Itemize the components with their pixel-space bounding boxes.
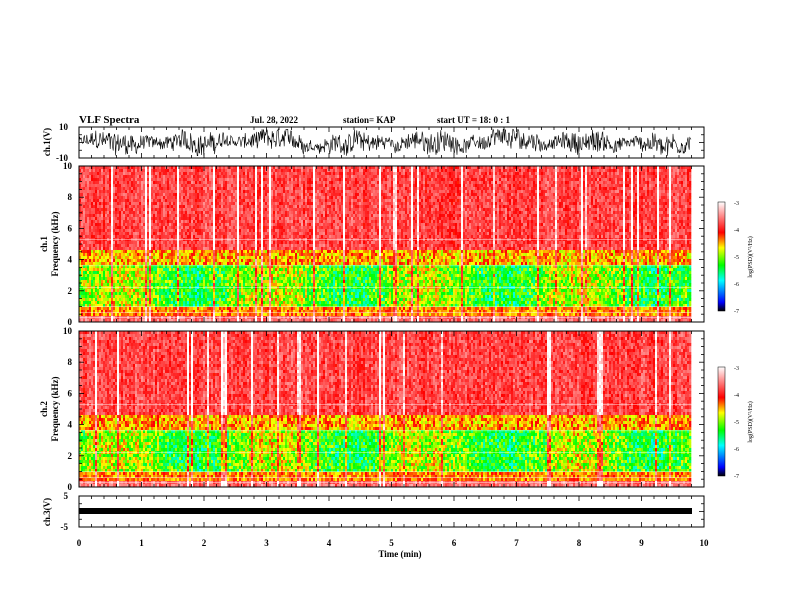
ch1-spectrogram-ylabel: Frequency (kHz) [50, 211, 60, 276]
ch2-cb-tick-0: -3 [734, 366, 739, 372]
time-tick-label: 8 [577, 538, 582, 548]
ch1-waveform-trace [79, 129, 691, 155]
ch1-cb-tick-1: -4 [734, 228, 739, 234]
vlf-spectra-figure: VLF Spectra Jul. 28, 2022 station= KAP s… [0, 0, 792, 612]
spectrogram-ytick-label: 2 [68, 286, 73, 296]
spectrogram-ytick-label: 6 [68, 388, 73, 398]
time-tick-label: 5 [389, 538, 394, 548]
time-tick-label: 0 [77, 538, 82, 548]
ch1-colorbar-gradient [718, 202, 725, 311]
time-tick-label: 3 [264, 538, 269, 548]
spectrogram-ytick-label: 10 [63, 326, 73, 336]
time-axis-tick-labels: 0 1 2 3 4 5 6 7 8 9 10 [77, 538, 709, 548]
spectrogram-ytick-label: 8 [68, 357, 73, 367]
ch1-colorbar: -3 -4 -5 -6 -7 log(PSD)(V²/Hz) [718, 201, 754, 315]
ch1-ytick-top: 10 [59, 122, 69, 132]
ch2-cb-tick-3: -6 [734, 447, 739, 453]
ch1-cb-tick-0: -3 [734, 201, 739, 207]
ch2-cb-tick-4: -7 [734, 474, 739, 480]
ch1-spectrogram-image [79, 166, 692, 322]
ch1-spectrogram-panel: ch.1 Frequency (kHz) [39, 166, 704, 322]
ch2-colorbar-gradient [718, 367, 725, 476]
time-tick-label: 1 [139, 538, 144, 548]
ch2-cb-tick-2: -5 [734, 420, 739, 426]
ch3-waveform-ylabel: ch.3(V) [42, 498, 52, 526]
station-label: station= KAP [343, 115, 396, 125]
spectrogram-ytick-label: 6 [68, 223, 73, 233]
spectrogram-ytick-label: 4 [68, 420, 73, 430]
ch2-spectrogram-ylabel-channel: ch.2 [39, 401, 49, 417]
ch2-colorbar: -3 -4 -5 -6 -7 log(PSD)(V²/Hz) [718, 366, 754, 480]
spectrogram-ytick-label: 8 [68, 192, 73, 202]
spectrogram-ytick-label: 10 [63, 161, 73, 171]
ch1-cb-tick-3: -6 [734, 282, 739, 288]
figure-title: VLF Spectra [79, 114, 140, 126]
ch3-ytick-bottom: -5 [61, 522, 69, 532]
time-tick-label: 4 [327, 538, 332, 548]
time-axis-label: Time (min) [378, 549, 421, 559]
time-tick-label: 9 [639, 538, 644, 548]
ch2-colorbar-label: log(PSD)(V²/Hz) [747, 401, 754, 442]
time-tick-label: 10 [700, 538, 710, 548]
ch1-cb-tick-2: -5 [734, 255, 739, 261]
date-label: Jul. 28, 2022 [250, 115, 299, 125]
time-tick-label: 7 [514, 538, 519, 548]
spectrogram-ytick-label: 0 [68, 482, 73, 492]
ch2-spectrogram-ylabel: Frequency (kHz) [50, 376, 60, 441]
ch2-spectrogram-image [79, 331, 692, 487]
spectrogram-ytick-label: 4 [68, 255, 73, 265]
ch1-cb-tick-4: -7 [734, 309, 739, 315]
ch3-ytick-top: 5 [64, 491, 69, 501]
ch2-cb-tick-1: -4 [734, 393, 739, 399]
ch1-waveform-ylabel: ch.1(V) [42, 128, 52, 156]
ch1-spectrogram-ylabel-channel: ch.1 [39, 236, 49, 252]
time-tick-label: 6 [452, 538, 457, 548]
ch3-waveform-trace [79, 508, 692, 514]
ch1-colorbar-label: log(PSD)(V²/Hz) [747, 236, 754, 277]
spectrogram-ytick-label: 2 [68, 451, 73, 461]
start-ut-label: start UT = 18: 0 : 1 [437, 115, 510, 125]
ch2-spectrogram-panel: ch.2 Frequency (kHz) [39, 331, 704, 487]
time-tick-label: 2 [202, 538, 207, 548]
